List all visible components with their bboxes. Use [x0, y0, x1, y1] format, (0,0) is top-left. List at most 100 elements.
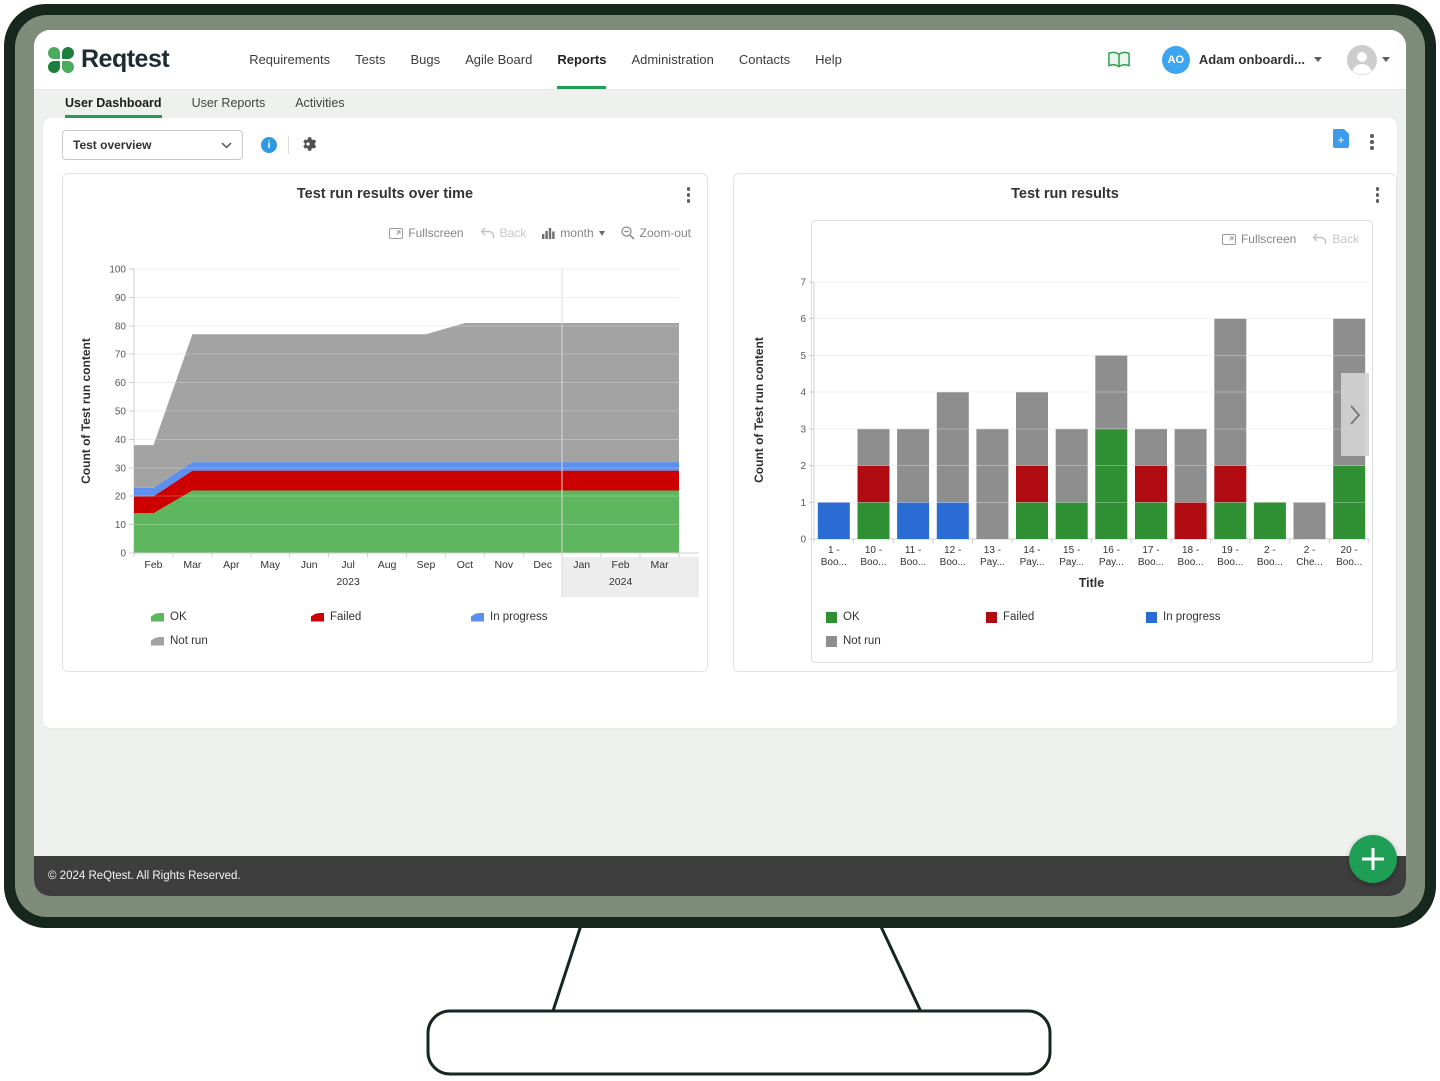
bar-segment-not-run[interactable] [976, 428, 1009, 539]
user-guide-button[interactable] [1107, 51, 1131, 69]
bar-segment-not-run[interactable] [1095, 355, 1128, 429]
axis-label: Pay... [980, 557, 1005, 568]
axis-label: Feb [612, 559, 630, 571]
nav-item-tests[interactable]: Tests [355, 52, 386, 67]
bar-segment-ok[interactable] [1333, 465, 1366, 539]
gear-icon [303, 137, 317, 151]
axis-label: Boo... [1178, 557, 1204, 568]
tab-user-dashboard[interactable]: User Dashboard [65, 90, 162, 118]
bar-segment-failed[interactable] [1135, 465, 1167, 503]
legend-item-not-run[interactable]: Not run [151, 635, 208, 647]
axis-label: 0 [800, 535, 806, 546]
bar-segment-in-progress[interactable] [936, 502, 969, 539]
fullscreen-icon [389, 227, 404, 239]
nav-item-agile-board[interactable]: Agile Board [465, 52, 533, 67]
chart-toolbar-back[interactable]: Back [480, 226, 526, 240]
axis-label: Mar [183, 559, 202, 571]
axis-label: 2 - [1304, 545, 1316, 556]
export-report-button[interactable]: + [1333, 129, 1349, 148]
profile-menu-button[interactable] [1347, 44, 1390, 75]
bar-segment-ok[interactable] [1095, 428, 1128, 539]
legend-item-in-progress[interactable]: In progress [1146, 611, 1221, 623]
bar-segment-ok[interactable] [857, 502, 890, 539]
legend-item-ok[interactable]: OK [826, 611, 860, 623]
bar-segment-not-run[interactable] [897, 428, 930, 503]
bar-segment-not-run[interactable] [1174, 428, 1207, 503]
axis-label: 2 [800, 461, 806, 472]
legend-label: In progress [490, 611, 548, 623]
chart-toolbar-fullscreen[interactable]: Fullscreen [389, 226, 464, 240]
bar-segment-not-run[interactable] [1293, 502, 1326, 539]
axis-label: 17 - [1142, 545, 1159, 556]
bar-segment-not-run[interactable] [857, 428, 890, 466]
area-series-not-run[interactable] [134, 323, 679, 488]
area-series-in-progress[interactable] [134, 462, 679, 497]
report-select[interactable]: Test overview [62, 130, 243, 160]
tab-user-reports[interactable]: User Reports [191, 95, 266, 110]
add-widget-fab[interactable] [1349, 835, 1397, 883]
nav-item-reports[interactable]: Reports [557, 30, 607, 89]
axis-label: 2 - [1264, 545, 1276, 556]
reqtest-logo[interactable]: Reqtest [48, 45, 170, 74]
legend-item-failed[interactable]: Failed [311, 611, 361, 623]
bar-segment-in-progress[interactable] [817, 502, 850, 539]
chart-toolbar-month[interactable]: month [542, 226, 605, 240]
nav-item-help[interactable]: Help [815, 52, 842, 67]
legend-swatch [986, 611, 997, 623]
axis-label: 10 [115, 520, 127, 531]
area-series-failed[interactable] [134, 470, 679, 514]
account-name[interactable]: Adam onboardi... [1198, 52, 1305, 67]
nav-item-administration[interactable]: Administration [631, 52, 714, 67]
monitor-bezel: Reqtest Requirements Tests Bugs Agile Board… [15, 15, 1425, 917]
bar-segment-failed[interactable] [1214, 465, 1247, 503]
bar-segment-not-run[interactable] [1135, 428, 1167, 466]
bar-segment-ok[interactable] [1055, 502, 1088, 539]
nav-item-requirements[interactable]: Requirements [249, 52, 331, 67]
info-icon[interactable]: i [261, 137, 277, 153]
tab-activities[interactable]: Activities [295, 95, 345, 110]
bar-segment-ok[interactable] [1016, 502, 1048, 539]
bar-segment-failed[interactable] [1174, 502, 1207, 539]
monitor-stand-neck [549, 914, 925, 1016]
chart-kebab-menu[interactable] [684, 184, 694, 206]
bar-segment-not-run[interactable] [1055, 428, 1088, 503]
dashboard-kebab-menu[interactable] [1367, 131, 1377, 153]
bar-segment-ok[interactable] [1253, 502, 1286, 539]
legend-item-ok[interactable]: OK [151, 611, 187, 623]
bar-segment-failed[interactable] [1016, 465, 1048, 503]
bar-segment-in-progress[interactable] [897, 502, 930, 539]
axis-label: 20 [115, 492, 127, 503]
bar-segment-failed[interactable] [857, 465, 890, 503]
chart-toolbar: Fullscreen Back [1221, 232, 1359, 246]
chevron-down-icon[interactable] [1314, 57, 1322, 62]
bar-segment-ok[interactable] [1135, 502, 1167, 539]
axis-label: 16 - [1103, 545, 1120, 556]
open-book-icon [1108, 51, 1130, 68]
legend-item-failed[interactable]: Failed [986, 611, 1034, 623]
bar-segment-not-run[interactable] [1016, 392, 1048, 466]
chart-kebab-menu[interactable] [1373, 184, 1383, 206]
plus-icon: + [1337, 133, 1345, 147]
nav-item-bugs[interactable]: Bugs [410, 52, 441, 67]
chart-toolbar-fullscreen[interactable]: Fullscreen [1221, 232, 1296, 246]
toolbar-label: Zoom-out [639, 226, 691, 240]
chart-toolbar-back[interactable]: Back [1312, 232, 1359, 246]
axis-label: Jun [301, 559, 318, 571]
nav-item-contacts[interactable]: Contacts [738, 52, 791, 67]
chart-toolbar-zoom-out[interactable]: Zoom-out [620, 226, 691, 240]
legend-item-in-progress[interactable]: In progress [471, 611, 548, 623]
chart-frame [811, 220, 1373, 663]
bar-segment-not-run[interactable] [1214, 318, 1247, 466]
account-initials-badge[interactable]: AO [1161, 45, 1190, 74]
bar-segment-not-run[interactable] [936, 392, 969, 503]
settings-gear-button[interactable] [299, 135, 317, 158]
legend-label: Failed [330, 611, 362, 623]
axis-label: May [260, 559, 281, 571]
carousel-next-button[interactable] [1341, 373, 1369, 456]
axis-label: 13 - [984, 545, 1001, 556]
area-series-ok[interactable] [134, 490, 679, 554]
legend-item-not-run[interactable]: Not run [826, 635, 881, 647]
bar-segment-ok[interactable] [1214, 502, 1247, 539]
divider [288, 136, 289, 154]
toolbar-label: Back [1332, 232, 1359, 246]
